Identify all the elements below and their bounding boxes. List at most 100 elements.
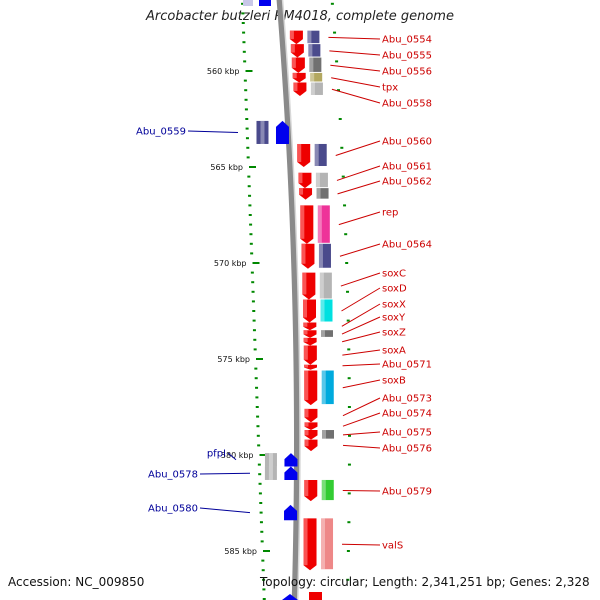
label-leader-line — [342, 349, 381, 356]
cog-color-box — [321, 430, 334, 439]
label-leader-line — [342, 397, 381, 417]
label-leader-line — [329, 50, 381, 56]
cog-box-shine — [320, 299, 325, 322]
scale-tick — [255, 406, 259, 408]
gene-label: Abu_0560 — [382, 137, 432, 148]
reverse-gene-shine — [289, 30, 294, 40]
cog-box-shine — [317, 205, 322, 243]
label-leader-line — [335, 140, 381, 156]
scale-tick — [252, 319, 256, 322]
scale-tick — [253, 338, 257, 341]
scale-tick — [244, 108, 248, 111]
scale-tick — [249, 242, 253, 245]
cog-box-shine — [314, 143, 319, 166]
gene-tick — [347, 521, 351, 524]
gene-tick — [345, 262, 349, 264]
gene-label: Abu_0554 — [382, 35, 432, 46]
label-leader-line — [341, 316, 381, 335]
cog-color-box — [310, 72, 323, 82]
label-leader-line — [342, 363, 381, 367]
label-leader-line — [199, 472, 251, 475]
label-leader-line — [199, 507, 251, 514]
scale-tick — [245, 118, 249, 120]
scale-tick — [243, 79, 247, 82]
scale-tick — [250, 271, 254, 274]
gene-tick — [341, 175, 345, 178]
gene-label: pfpI — [207, 449, 226, 460]
gene-tick — [333, 31, 337, 34]
edge-gene-fragment — [282, 594, 298, 600]
gene-tick — [340, 146, 344, 149]
gene-label: soxB — [382, 376, 406, 387]
gene-tick — [336, 89, 340, 92]
cog-box-shine — [268, 466, 273, 480]
label-leader-line — [337, 180, 381, 195]
cog-color-box — [320, 330, 333, 337]
scale-tick — [244, 98, 248, 101]
scale-tick — [245, 127, 249, 130]
cog-color-box — [315, 172, 328, 188]
label-leader-line — [340, 272, 381, 287]
gene-label: Abu_0555 — [382, 51, 432, 62]
gene-label: Abu_0559 — [136, 127, 186, 138]
gene-label: soxY — [382, 313, 406, 324]
label-leader-line — [330, 64, 381, 72]
gene-tick — [347, 492, 351, 495]
scale-tick — [241, 2, 245, 5]
gene-label: Abu_0580 — [148, 504, 198, 515]
reverse-gene-shine — [297, 143, 302, 162]
label-leader-line — [336, 165, 381, 181]
scale-tick — [249, 223, 253, 226]
scale-tick — [241, 22, 245, 24]
reverse-gene-shine — [291, 57, 296, 68]
scale-tick — [257, 463, 261, 466]
accession-text: Accession: NC_009850 — [8, 575, 145, 589]
cog-box-shine — [268, 453, 273, 467]
edge-gene-fragment — [243, 0, 253, 6]
cog-color-box — [321, 518, 334, 570]
cog-box-shine — [321, 430, 326, 439]
gene-tick — [346, 290, 350, 293]
gene-label: Abu_0573 — [382, 394, 432, 405]
reverse-gene-shine — [304, 422, 309, 427]
scale-tick — [258, 473, 262, 476]
label-leader-line — [227, 452, 237, 461]
reverse-gene-shine — [303, 337, 308, 343]
gene-label: soxA — [382, 346, 406, 357]
reverse-gene-shine — [304, 370, 309, 401]
backbone-layer — [276, 0, 301, 600]
scale-tick — [259, 521, 263, 524]
gene-tick — [330, 2, 334, 5]
label-leader-line — [187, 130, 239, 133]
genome-backbone-highlight — [281, 0, 301, 600]
scale-tick — [261, 569, 265, 572]
gene-label: Abu_0576 — [382, 444, 432, 455]
gene-tick — [338, 118, 342, 120]
cog-color-box — [264, 466, 277, 480]
kbp-tick-label: 585 kbp — [224, 547, 257, 556]
cog-color-box — [314, 143, 327, 166]
cog-color-box — [307, 30, 320, 44]
reverse-gene-shine — [303, 518, 308, 566]
gene-label: soxD — [382, 284, 407, 295]
reverse-gene-shine — [303, 330, 308, 335]
gene-tick — [346, 550, 350, 552]
scale-tick — [255, 386, 259, 389]
genome-summary-text: Topology: circular; Length: 2,341,251 bp… — [260, 575, 590, 589]
label-leader-line — [328, 36, 381, 40]
label-leader-line — [342, 331, 381, 343]
scale-tick — [256, 434, 260, 437]
label-leader-line — [341, 287, 381, 312]
scale-tick — [262, 578, 266, 581]
scale-tick — [248, 214, 252, 216]
scale-tick — [254, 377, 258, 380]
label-leader-line — [341, 303, 381, 327]
gene-tick — [344, 233, 348, 236]
tick-layer: 560 kbp 565 kbp 570 kbp 575 kbp 580 kbp 585 k… — [207, 2, 351, 600]
reverse-gene-shine — [304, 430, 309, 436]
gene-layer — [243, 0, 334, 600]
gene-tick — [343, 204, 347, 207]
label-leader-line — [342, 543, 381, 546]
cog-box-shine — [321, 479, 326, 501]
